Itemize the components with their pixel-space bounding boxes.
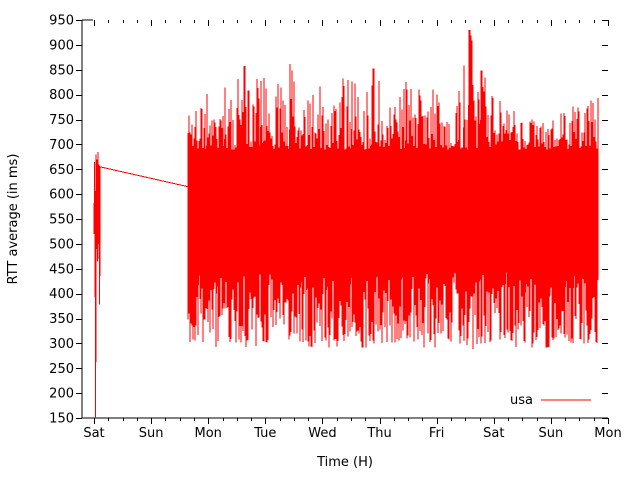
y-tick-label: 450 [49,262,74,277]
x-tick-label: Thu [366,426,391,441]
x-tick-label: Sun [139,426,164,441]
y-tick-label: 500 [49,237,74,252]
x-tick-label: Tue [253,426,276,441]
legend: usa [510,393,591,408]
x-axis-title: Time (H) [316,455,373,470]
y-tick-label: 700 [49,138,74,153]
x-tick-label: Fri [429,426,445,441]
y-tick-label: 550 [49,213,74,228]
tick-marks [76,20,609,424]
y-tick-label: 200 [49,387,74,402]
y-tick-label: 650 [49,163,74,178]
y-tick-label: 350 [49,312,74,327]
y-tick-label: 750 [49,113,74,128]
x-tick-label: Mon [594,426,621,441]
y-axis-title: RTT average (in ms) [6,154,21,285]
y-tick-label: 250 [49,362,74,377]
y-tick-label: 850 [49,63,74,78]
y-tick-label: 400 [49,287,74,302]
x-tick-label: Sat [483,426,504,441]
x-tick-label: Sat [83,426,104,441]
y-tick-label: 600 [49,188,74,203]
x-tick-label: Sun [539,426,564,441]
y-tick-label: 300 [49,337,74,352]
series-usa-line [93,29,599,419]
legend-label-usa: usa [510,393,533,408]
y-tick-label: 800 [49,88,74,103]
tick-labels: 150 200 250 300 350 400 450 500 550 600 650 700 750 8… [49,14,622,442]
y-tick-label: 950 [49,14,74,29]
y-tick-label: 900 [49,38,74,53]
x-tick-label: Wed [308,426,336,441]
x-tick-label: Mon [195,426,222,441]
y-tick-label: 150 [49,412,74,427]
plot-border [81,19,608,419]
